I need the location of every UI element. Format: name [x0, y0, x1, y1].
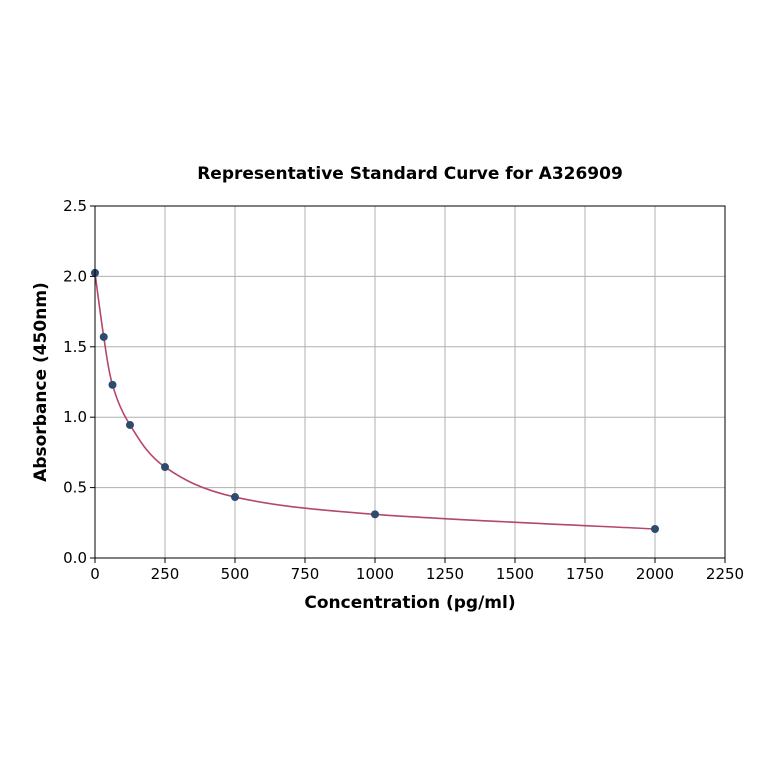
x-tick-label: 750: [291, 565, 320, 583]
y-tick-label: 1.0: [63, 408, 87, 426]
data-point: [99, 332, 108, 341]
data-point: [108, 380, 117, 389]
x-tick-label: 1500: [496, 565, 534, 583]
y-tick-label: 2.5: [63, 197, 87, 215]
x-tick-label: 500: [221, 565, 250, 583]
y-tick-label: 0.0: [63, 549, 87, 567]
plot-frame: [94, 205, 726, 559]
x-tick-label: 1250: [426, 565, 464, 583]
y-tick-label: 1.5: [63, 338, 87, 356]
x-tick-label: 2000: [636, 565, 674, 583]
data-point: [231, 493, 239, 502]
x-tick-label: 1000: [356, 565, 394, 583]
y-axis-label: Absorbance (450nm): [31, 282, 51, 482]
grid: [94, 205, 726, 559]
y-tick-label: 0.5: [63, 479, 87, 497]
chart-title: Representative Standard Curve for A32690…: [197, 164, 623, 184]
x-tick-label: 1750: [566, 565, 604, 583]
data-point: [651, 524, 659, 533]
x-tick-label: 2250: [706, 565, 744, 583]
y-ticks: 0.0 0.5 1.0 1.5 2.0 2.5: [63, 197, 95, 567]
y-tick-label: 2.0: [63, 267, 87, 285]
data-point: [161, 463, 169, 472]
data-points: [91, 268, 659, 533]
data-point: [126, 420, 134, 429]
x-ticks: 0 250 500 750 1000 1250 1500 1750 2000 2250: [90, 558, 744, 583]
x-axis-label: Concentration (pg/ml): [304, 593, 515, 613]
x-tick-label: 250: [151, 565, 180, 583]
x-tick-label: 0: [90, 565, 100, 583]
data-point: [371, 510, 379, 519]
